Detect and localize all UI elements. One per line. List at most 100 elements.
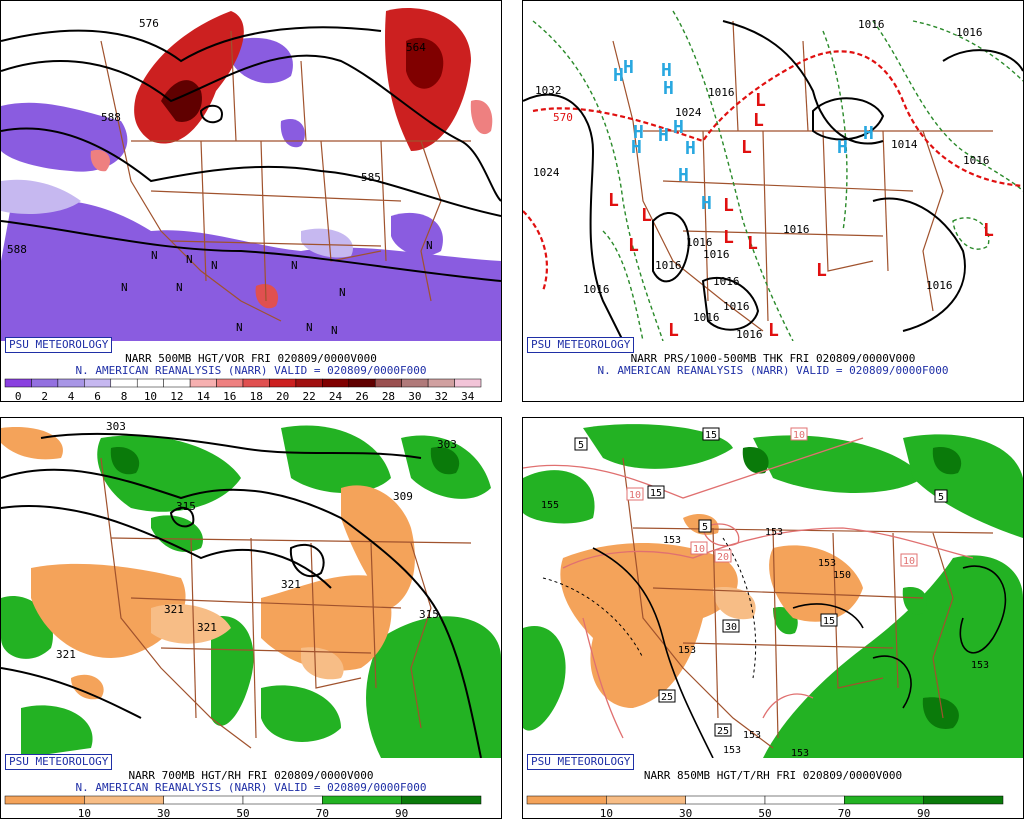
pressure-label-1016-c: 1016: [708, 86, 735, 99]
psu-meteorology-badge: PSU METEOROLOGY: [527, 337, 635, 353]
colorbar-tick-label: 14: [197, 390, 211, 402]
panel-title: NARR 700MB HGT/RH FRI 020809/0000V000: [128, 769, 374, 782]
high-marker: H: [633, 122, 644, 143]
pressure-label-1024-a: 1024: [533, 166, 560, 179]
contour-label-588-a: 588: [101, 111, 121, 124]
colorbar-swatch: [242, 795, 323, 805]
colorbar-swatch: [110, 378, 138, 388]
colorbar-swatch: [374, 378, 402, 388]
colorbar-swatch: [606, 795, 686, 805]
pressure-label-1016-a: 1016: [858, 18, 885, 31]
colorbar-swatch: [348, 378, 376, 388]
low-marker: L: [753, 110, 764, 131]
panel-title: NARR 500MB HGT/VOR FRI 020809/0000V000: [125, 352, 377, 365]
map-700mb-rh: 303 303 315 309 321 321 321 315 321: [1, 418, 501, 758]
psu-meteorology-badge: PSU METEOROLOGY: [527, 754, 635, 770]
colorbar-tick-label: 22: [302, 390, 315, 402]
label-25-a: 25: [661, 692, 673, 703]
label-5-a: 5: [578, 440, 584, 451]
label-box: [714, 549, 732, 563]
high-marker: H: [685, 138, 696, 159]
colorbar-swatch: [216, 378, 244, 388]
colorbar-tick-label: 8: [121, 390, 128, 402]
high-marker: H: [613, 65, 624, 86]
label-box: [820, 613, 838, 627]
political-borders: [100, 30, 471, 322]
colorbar-swatch: [322, 795, 402, 805]
label-15-a: 15: [705, 430, 717, 441]
pressure-label-1032: 1032: [535, 84, 562, 97]
pressure-label-1016-h: 1016: [713, 275, 740, 288]
colorbar-swatch: [427, 378, 455, 388]
isotherm-contours: [523, 437, 974, 739]
map-850mb-temp-rh: 5 15 10 10 15 155 153 5 10 20 153 153 15…: [523, 418, 1023, 758]
low-marker: L: [747, 233, 758, 254]
panel-subtitle: N. AMERICAN REANALYSIS (NARR) VALID = 02…: [75, 364, 427, 377]
low-marker: L: [668, 320, 679, 341]
label-155: 155: [541, 500, 559, 511]
colorbar-tick-label: 32: [435, 390, 448, 402]
label-box: [714, 723, 732, 737]
colorbar-swatch: [4, 795, 85, 805]
colorbar-tick-label: 10: [144, 390, 157, 402]
psu-meteorology-badge: PSU METEOROLOGY: [5, 337, 113, 353]
height-contours: [1, 432, 482, 758]
political-borders: [612, 20, 993, 332]
label-box: [722, 619, 740, 633]
contour-label-309: 309: [393, 490, 413, 503]
vort-label-n7: N: [331, 324, 338, 337]
colorbar-swatch: [923, 795, 1004, 805]
colorbar-tick-label: 10: [78, 807, 91, 819]
pressure-label-1016-b: 1016: [956, 26, 983, 39]
contour-label-321-a: 321: [281, 578, 301, 591]
psu-meteorology-badge: PSU METEOROLOGY: [5, 754, 113, 770]
label-15-c: 15: [823, 616, 835, 627]
label-box: [626, 487, 644, 501]
pressure-label-1016-g: 1016: [783, 223, 810, 236]
light-dry-shading: [151, 604, 344, 680]
political-borders: [100, 457, 472, 749]
label-box: [647, 485, 665, 499]
vort-label-n10: N: [176, 281, 183, 294]
high-marker: H: [661, 60, 672, 81]
label-10-d: 10: [903, 556, 915, 567]
contour-label-303-b: 303: [437, 438, 457, 451]
height-label-boxes: 5 15 10 10 15 155 153 5 10 20 153 153 15…: [541, 427, 989, 758]
vort-label-n8: N: [236, 321, 243, 334]
colorbar-swatch: [84, 378, 112, 388]
colorbar-swatch: [401, 795, 482, 805]
label-153-e: 153: [971, 660, 989, 671]
contour-label-321-b: 321: [164, 603, 184, 616]
contour-label-315-a: 315: [176, 500, 196, 513]
colorbar-swatch: [31, 378, 59, 388]
height-contours: [1, 26, 501, 282]
colorbar-swatch: [844, 795, 924, 805]
dashed-contours: [542, 537, 757, 679]
low-pressure-markers: L L L L L L L L L L L L L: [608, 90, 994, 341]
colorbar-swatch: [163, 795, 244, 805]
colorbar-vorticity: 0 2 4 6 8 10 12 14 16 18 20 22 24 26 28 30 32 34: [4, 378, 482, 402]
high-marker: H: [863, 123, 874, 144]
colorbar-tick-label: 90: [917, 807, 930, 819]
contour-label-303-a: 303: [106, 420, 126, 433]
map-background: [523, 1, 1023, 341]
colorbar-swatch: [57, 378, 85, 388]
low-marker: L: [608, 190, 619, 211]
pressure-label-1016-d: 1016: [963, 154, 990, 167]
colorbar-tick-label: 30: [679, 807, 692, 819]
panel-700mb-rh: 303 303 315 309 321 321 321 315 321 PSU …: [0, 417, 502, 819]
low-marker: L: [983, 220, 994, 241]
colorbar-tick-label: 34: [461, 390, 475, 402]
label-153-d: 153: [678, 645, 696, 656]
dry-shading: [1, 427, 415, 700]
pressure-label-1016-m: 1016: [926, 279, 953, 292]
contour-label-585: 585: [361, 171, 381, 184]
pressure-label-1016-k: 1016: [693, 311, 720, 324]
panel-surface-pressure-thickness: 1016 1016 1032 1024 1024 1016 1016 1016 …: [522, 0, 1024, 402]
colorbar-tick-label: 10: [600, 807, 613, 819]
vort-label-n3: N: [211, 259, 218, 272]
colorbar-swatch: [189, 378, 217, 388]
contour-label-588-c: 588: [386, 339, 406, 341]
colorbar-tick-label: 6: [94, 390, 101, 402]
colorbar-swatch: [136, 378, 164, 388]
